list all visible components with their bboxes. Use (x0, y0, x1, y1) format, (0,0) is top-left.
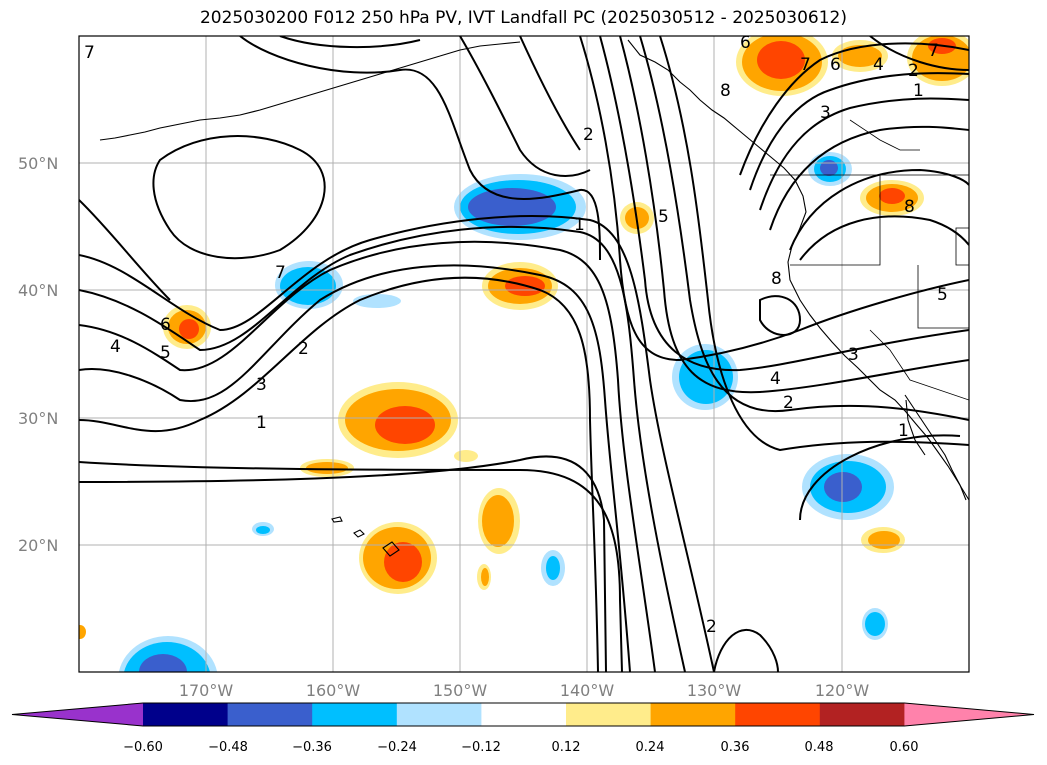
colorbar (11, 702, 1035, 727)
colorbar-cell (481, 703, 567, 726)
svg-text:5: 5 (937, 285, 948, 305)
svg-text:8: 8 (771, 269, 782, 289)
colorbar-tick: 0.60 (890, 740, 919, 755)
svg-text:7: 7 (928, 41, 939, 61)
lon-label-140w: 140°W (560, 681, 615, 700)
pv-contours (79, 36, 969, 672)
svg-text:2: 2 (706, 617, 717, 637)
colorbar-tick: 0.12 (552, 740, 581, 755)
svg-text:2: 2 (298, 339, 309, 359)
svg-text:4: 4 (770, 369, 781, 389)
svg-text:8: 8 (720, 81, 731, 101)
svg-text:8: 8 (904, 197, 915, 217)
lon-label-130w: 130°W (687, 681, 742, 700)
svg-text:6: 6 (740, 33, 751, 53)
colorbar-cell (396, 703, 482, 726)
map-frame (78, 35, 970, 673)
colorbar-outline (11, 702, 1035, 727)
colorbar-tick: −0.36 (292, 740, 332, 755)
colorbar-cell (735, 703, 821, 726)
svg-text:7: 7 (800, 55, 811, 75)
svg-text:3: 3 (820, 103, 831, 123)
colorbar-tick: −0.60 (123, 740, 163, 755)
colorbar-tick: −0.12 (461, 740, 501, 755)
svg-text:6: 6 (830, 55, 841, 75)
svg-text:2: 2 (783, 393, 794, 413)
colorbar-cell (650, 703, 736, 726)
svg-text:5: 5 (160, 343, 171, 363)
svg-text:7: 7 (84, 43, 95, 63)
svg-text:1: 1 (913, 81, 924, 101)
map-title: 2025030200 F012 250 hPa PV, IVT Landfall… (199, 8, 847, 28)
colorbar-tick-labels: −0.60 −0.48 −0.36 −0.24 −0.12 0.12 0.24 … (123, 740, 918, 755)
colorbar-extend-min (12, 703, 143, 726)
svg-text:2: 2 (908, 61, 919, 81)
colorbar-tick: 0.48 (805, 740, 834, 755)
lon-label-120w: 120°W (815, 681, 870, 700)
svg-text:1: 1 (256, 413, 267, 433)
svg-text:6: 6 (160, 315, 171, 335)
lat-label-50n: 50°N (18, 154, 58, 173)
svg-text:1: 1 (574, 215, 585, 235)
lon-label-150w: 150°W (433, 681, 488, 700)
svg-text:3: 3 (848, 345, 859, 365)
gridlines (79, 36, 969, 672)
longitude-labels: 170°W 160°W 150°W 140°W 130°W 120°W (179, 681, 870, 700)
svg-text:4: 4 (110, 337, 121, 357)
lon-label-160w: 160°W (306, 681, 361, 700)
colorbar-tick: 0.24 (636, 740, 665, 755)
lat-label-30n: 30°N (18, 409, 58, 428)
colorbar-tick: 0.36 (721, 740, 750, 755)
svg-text:3: 3 (256, 375, 267, 395)
latitude-labels: 50°N 40°N 30°N 20°N (18, 154, 58, 555)
colorbar-cell (312, 703, 398, 726)
contour-labels: 7 7 7 7 6 6 6 5 5 5 4 4 4 3 3 3 2 2 2 2 … (84, 33, 948, 637)
lat-label-20n: 20°N (18, 536, 58, 555)
colorbar-cell (566, 703, 652, 726)
colorbar-cell (143, 703, 229, 726)
lat-label-40n: 40°N (18, 281, 58, 300)
lon-label-170w: 170°W (179, 681, 234, 700)
svg-text:4: 4 (873, 55, 884, 75)
svg-text:2: 2 (583, 125, 594, 145)
colorbar-cell (227, 703, 313, 726)
svg-text:1: 1 (898, 421, 909, 441)
svg-text:5: 5 (658, 207, 669, 227)
colorbar-cell (819, 703, 905, 726)
colorbar-tick: −0.24 (377, 740, 417, 755)
colorbar-extend-max (904, 703, 1034, 726)
svg-text:7: 7 (275, 263, 286, 283)
colorbar-tick: −0.48 (208, 740, 248, 755)
